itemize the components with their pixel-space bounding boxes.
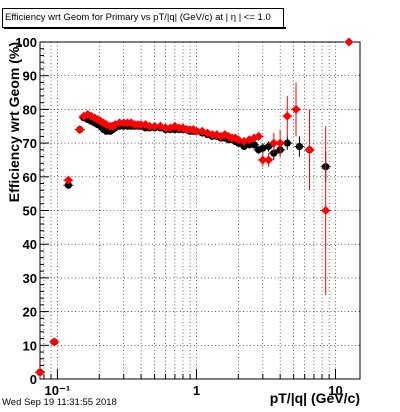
data-point: [145, 121, 155, 131]
x-tick-label: 10: [328, 383, 342, 398]
tick-labels: 0 10 20 30 40 50 60 70 80 90 100 10⁻¹ 1 10: [15, 35, 342, 398]
y-tick-label: 20: [23, 305, 37, 320]
data-point: [275, 138, 285, 148]
data-point: [49, 337, 59, 347]
data-series: [35, 37, 354, 378]
data-point: [64, 181, 72, 189]
y-tick-label: 40: [23, 237, 37, 252]
y-tick-label: 50: [23, 204, 37, 219]
data-point: [191, 126, 201, 136]
data-point: [75, 125, 85, 135]
axes: [39, 41, 361, 380]
y-tick-label: 10: [23, 338, 37, 353]
x-tick-label: 1: [193, 383, 200, 398]
data-point: [344, 37, 354, 47]
timestamp: Wed Sep 19 11:31:55 2018: [2, 397, 117, 408]
data-point: [282, 111, 292, 121]
y-tick-label: 80: [23, 102, 37, 117]
data-point: [254, 131, 264, 141]
y-tick-label: 30: [23, 271, 37, 286]
y-tick-label: 90: [23, 69, 37, 84]
data-point: [35, 367, 45, 377]
data-point: [250, 141, 258, 149]
data-point: [258, 155, 268, 165]
y-tick-label: 100: [15, 35, 37, 50]
data-point: [63, 175, 73, 185]
y-tick-label: 60: [23, 170, 37, 185]
y-tick-label: 0: [30, 372, 37, 387]
data-point: [295, 142, 304, 151]
series-1: [35, 37, 354, 378]
y-axis-title: Efficiency wrt Geom (%): [6, 42, 22, 202]
y-tick-label: 70: [23, 136, 37, 151]
x-tick-label: 10⁻¹: [45, 383, 71, 398]
data-point: [283, 139, 291, 147]
data-point: [321, 206, 331, 215]
grid: [40, 42, 360, 379]
data-point: [264, 142, 273, 151]
data-point: [269, 138, 279, 148]
data-point: [150, 121, 160, 131]
data-point: [304, 145, 314, 155]
data-point: [264, 155, 274, 165]
data-point: [291, 104, 301, 114]
x-axis-title: pT/|q| (GeV/c): [270, 390, 360, 406]
plot-frame: [39, 41, 361, 380]
title-box-shadow: [4, 27, 286, 29]
